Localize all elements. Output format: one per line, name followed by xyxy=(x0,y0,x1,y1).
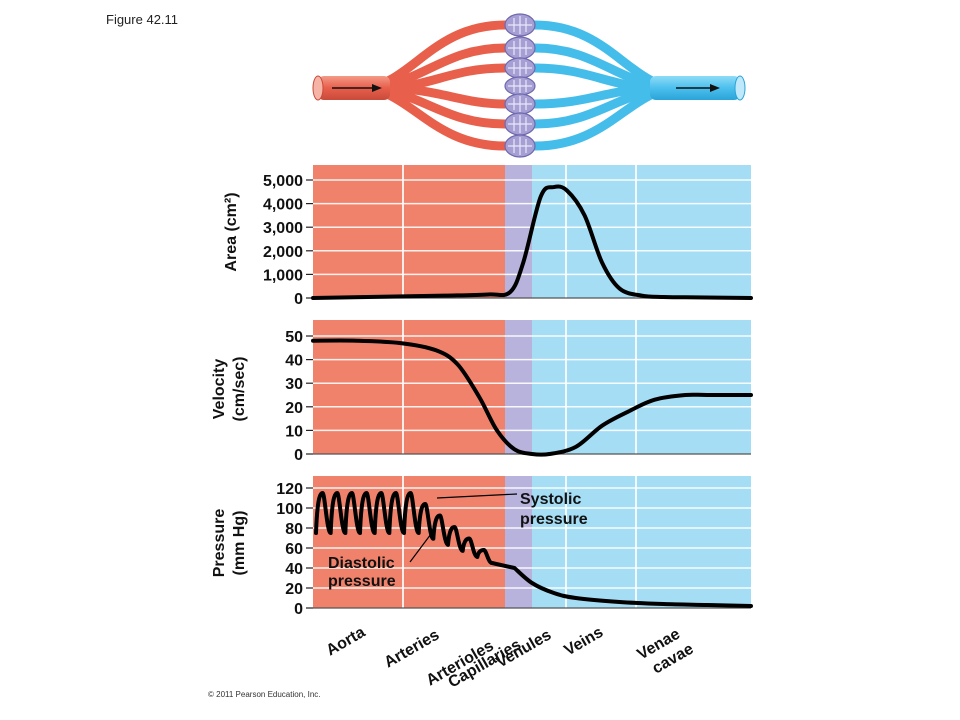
tick-label: 20 xyxy=(285,400,303,417)
pressure-oscillation-curve xyxy=(314,491,494,565)
tick-label: 40 xyxy=(285,353,303,370)
tick-label: 0 xyxy=(294,601,303,618)
tick-label: 4,000 xyxy=(263,197,303,214)
svg-text:Diastolic: Diastolic xyxy=(328,555,395,572)
tick-label: 3,000 xyxy=(263,220,303,237)
flow-arrow-in xyxy=(332,84,382,92)
tick-label: 60 xyxy=(285,541,303,558)
tick-label: 40 xyxy=(285,561,303,578)
svg-text:(mm Hg): (mm Hg) xyxy=(231,511,248,576)
diastolic-annotation: Diastolic pressure xyxy=(328,529,435,590)
tick-label: 100 xyxy=(276,501,303,518)
velocity-curve xyxy=(311,338,753,457)
tick-label: 0 xyxy=(294,291,303,308)
velocity-axis-title: Velocity (cm/sec) xyxy=(211,357,248,422)
tick-label: 20 xyxy=(285,581,303,598)
tick-label: 10 xyxy=(285,423,303,440)
pressure-axis-title: Pressure (mm Hg) xyxy=(211,509,248,578)
pressure-venous-curve xyxy=(490,561,753,608)
tick-label: 0 xyxy=(294,447,303,464)
velocity-gridlines xyxy=(313,335,751,432)
tick-label: 1,000 xyxy=(263,267,303,284)
svg-text:pressure: pressure xyxy=(520,511,588,528)
category-label-arteries: Arteries xyxy=(382,626,443,671)
category-labels: Aorta Arteries Arterioles Capillaries Ve… xyxy=(324,624,697,692)
tick-label: 5,000 xyxy=(263,173,303,190)
systolic-annotation: Systolic pressure xyxy=(436,491,588,528)
vessel-diagram xyxy=(312,13,746,158)
area-curve xyxy=(311,184,753,300)
area-panel-bg xyxy=(313,165,751,298)
pressure-y-ticks: 0 20 40 60 80 100 120 xyxy=(276,481,313,618)
tick-label: 120 xyxy=(276,481,303,498)
copyright-notice: © 2011 Pearson Education, Inc. xyxy=(208,690,321,699)
tick-label: 50 xyxy=(285,329,303,346)
capillary-mesh xyxy=(508,16,532,155)
svg-text:(cm/sec): (cm/sec) xyxy=(231,357,248,422)
tick-label: 30 xyxy=(285,376,303,393)
tick-label: 80 xyxy=(285,521,303,538)
category-label-veins: Veins xyxy=(562,624,607,660)
artery-branches xyxy=(355,20,510,151)
area-axis-title: Area (cm²) xyxy=(223,192,240,271)
tick-label: 2,000 xyxy=(263,244,303,261)
flow-arrow-out xyxy=(676,84,720,92)
region-separators xyxy=(402,165,637,608)
area-y-ticks: 0 1,000 2,000 3,000 4,000 5,000 xyxy=(263,173,313,308)
svg-text:Systolic: Systolic xyxy=(520,491,581,508)
svg-text:Velocity: Velocity xyxy=(211,359,228,420)
svg-text:pressure: pressure xyxy=(328,573,396,590)
figure-label: Figure 42.11 xyxy=(106,12,179,27)
svg-text:Pressure: Pressure xyxy=(211,509,228,578)
category-label-venae-cavae: Venae cavae xyxy=(635,626,697,678)
velocity-y-ticks: 0 10 20 30 40 50 xyxy=(285,329,313,464)
category-label-aorta: Aorta xyxy=(324,624,369,660)
pressure-panel-bg xyxy=(313,476,751,608)
